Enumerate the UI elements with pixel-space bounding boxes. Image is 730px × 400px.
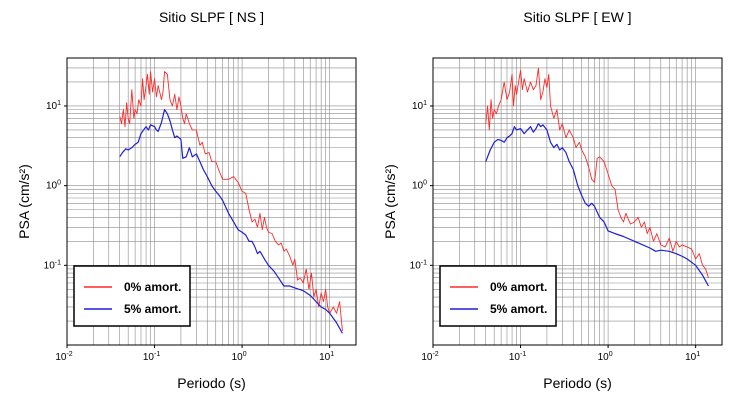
- legend-label-0pct: 0% amort.: [490, 280, 547, 294]
- plot-frame: [432, 57, 723, 346]
- legend: 0% amort. 5% amort.: [73, 265, 191, 327]
- legend-box: [439, 265, 557, 327]
- x-tick-label: 10-2: [421, 351, 438, 363]
- y-axis-label: PSA (cm/s²): [382, 164, 398, 239]
- y-tick-label: 10-1: [44, 259, 61, 271]
- legend-label-5pct: 5% amort.: [490, 302, 547, 316]
- y-axis-label: PSA (cm/s²): [16, 164, 32, 239]
- legend-box: [73, 265, 191, 327]
- x-tick-label: 10-2: [55, 351, 72, 363]
- x-axis-label: Periodo (s): [543, 375, 611, 391]
- x-tick-label: 101: [319, 351, 334, 363]
- series-line-0pct: [485, 67, 709, 278]
- x-tick-label: 100: [232, 351, 247, 363]
- chart-panel-ew: 10-2 10-1 100 101 10-1 100 101 Sitio SLPF [ EW …: [382, 9, 723, 391]
- legend: 0% amort. 5% amort.: [439, 265, 557, 327]
- y-tick-label: 10-1: [410, 259, 427, 271]
- x-tick-label: 10-1: [509, 351, 526, 363]
- chart-title: Sitio SLPF [ EW ]: [523, 9, 631, 25]
- chart-panel-ns: 10-2 10-1 100 101 10-1 100 101 Sitio SLPF [ NS …: [16, 9, 357, 391]
- x-axis-label: Periodo (s): [177, 375, 245, 391]
- chart-title: Sitio SLPF [ NS ]: [159, 9, 264, 25]
- plot-frame: [66, 57, 357, 346]
- series-line-0pct: [119, 71, 343, 332]
- y-tick-label: 100: [412, 180, 427, 192]
- x-tick-label: 10-1: [143, 351, 160, 363]
- y-tick-label: 101: [46, 100, 61, 112]
- x-tick-label: 101: [685, 351, 700, 363]
- series-line-5pct: [485, 123, 709, 287]
- series-line-5pct: [119, 109, 343, 334]
- x-tick-label: 100: [598, 351, 613, 363]
- y-tick-label: 100: [46, 180, 61, 192]
- y-tick-label: 101: [412, 100, 427, 112]
- legend-label-0pct: 0% amort.: [124, 280, 181, 294]
- legend-label-5pct: 5% amort.: [124, 302, 181, 316]
